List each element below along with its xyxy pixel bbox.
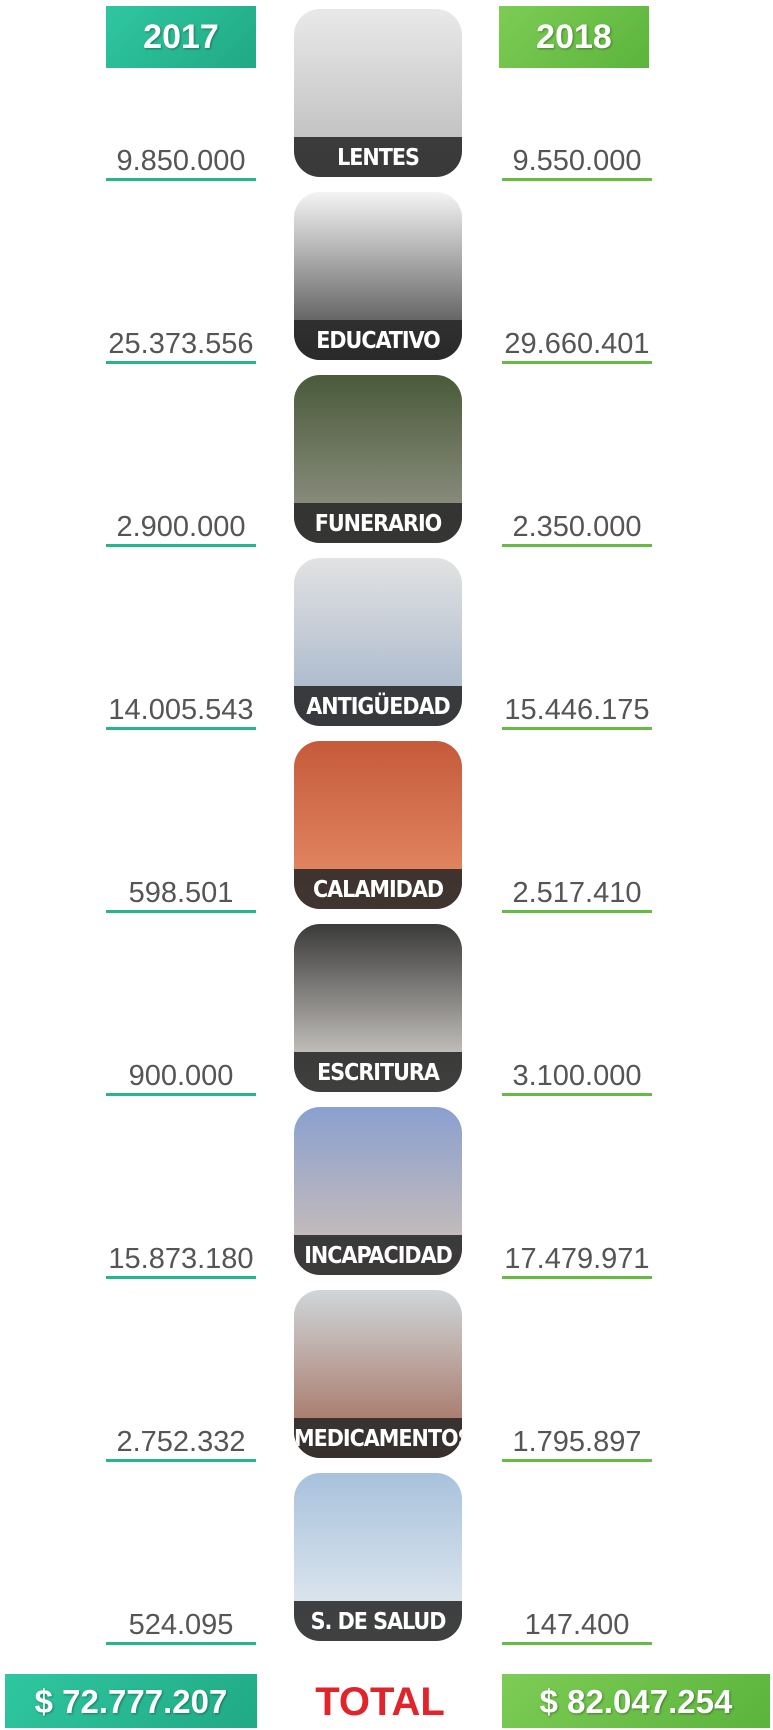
header-2017: 2017 <box>106 6 256 68</box>
photo-caption: ANTIGÜEDAD <box>294 686 462 726</box>
photo: ESCRITURA <box>294 924 462 1092</box>
value-2018: 17.479.971 <box>502 1239 652 1279</box>
value-2017: 14.005.543 <box>106 690 256 730</box>
photo: MEDICAMENTOS <box>294 1290 462 1458</box>
value-2017: 900.000 <box>106 1056 256 1096</box>
photo-caption: MEDICAMENTOS <box>294 1418 462 1458</box>
photo: CALAMIDAD <box>294 741 462 909</box>
photo: LENTES <box>294 9 462 177</box>
total-2017: $ 72.777.207 <box>5 1674 257 1728</box>
value-2018: 3.100.000 <box>502 1056 652 1096</box>
photo: INCAPACIDAD <box>294 1107 462 1275</box>
value-2017: 598.501 <box>106 873 256 913</box>
value-2017: 2.900.000 <box>106 507 256 547</box>
value-2017: 2.752.332 <box>106 1422 256 1462</box>
value-2018: 147.400 <box>502 1605 652 1645</box>
photo-caption: S. DE SALUD <box>294 1601 462 1641</box>
total-label: TOTAL <box>315 1680 445 1724</box>
photo: S. DE SALUD <box>294 1473 462 1641</box>
total-2018: $ 82.047.254 <box>502 1674 770 1728</box>
value-2018: 1.795.897 <box>502 1422 652 1462</box>
value-2017: 15.873.180 <box>106 1239 256 1279</box>
value-2018: 2.350.000 <box>502 507 652 547</box>
photo: EDUCATIVO <box>294 192 462 360</box>
value-2017: 9.850.000 <box>106 141 256 181</box>
photo-caption: INCAPACIDAD <box>294 1235 462 1275</box>
value-2017: 524.095 <box>106 1605 256 1645</box>
photo-caption: EDUCATIVO <box>294 320 462 360</box>
photo: FUNERARIO <box>294 375 462 543</box>
value-2017: 25.373.556 <box>106 324 256 364</box>
photo-caption: FUNERARIO <box>294 503 462 543</box>
photo-caption: CALAMIDAD <box>294 869 462 909</box>
photo: ANTIGÜEDAD <box>294 558 462 726</box>
value-2018: 15.446.175 <box>502 690 652 730</box>
header-2018: 2018 <box>499 6 649 68</box>
photo-caption: ESCRITURA <box>294 1052 462 1092</box>
value-2018: 29.660.401 <box>502 324 652 364</box>
value-2018: 9.550.000 <box>502 141 652 181</box>
photo-caption: LENTES <box>294 137 462 177</box>
value-2018: 2.517.410 <box>502 873 652 913</box>
